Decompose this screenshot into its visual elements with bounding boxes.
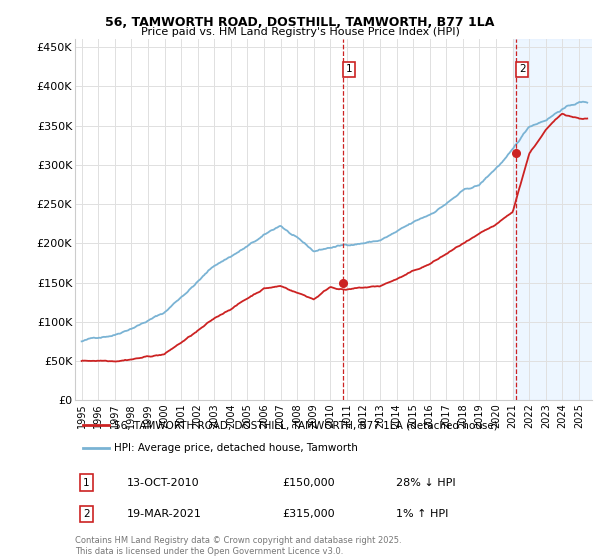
- Text: Price paid vs. HM Land Registry's House Price Index (HPI): Price paid vs. HM Land Registry's House …: [140, 27, 460, 37]
- Bar: [512, 39, 600, 400]
- Text: £150,000: £150,000: [282, 478, 335, 488]
- Text: 19-MAR-2021: 19-MAR-2021: [127, 509, 202, 519]
- Text: 1: 1: [346, 64, 352, 74]
- Text: 56, TAMWORTH ROAD, DOSTHILL, TAMWORTH, B77 1LA (detached house): 56, TAMWORTH ROAD, DOSTHILL, TAMWORTH, B…: [114, 420, 497, 430]
- Text: HPI: Average price, detached house, Tamworth: HPI: Average price, detached house, Tamw…: [114, 444, 358, 454]
- Text: 2: 2: [83, 509, 89, 519]
- Text: Contains HM Land Registry data © Crown copyright and database right 2025.
This d: Contains HM Land Registry data © Crown c…: [75, 536, 401, 556]
- Text: 1: 1: [83, 478, 89, 488]
- Text: 1% ↑ HPI: 1% ↑ HPI: [395, 509, 448, 519]
- Text: £315,000: £315,000: [282, 509, 335, 519]
- Text: 13-OCT-2010: 13-OCT-2010: [127, 478, 199, 488]
- Text: 56, TAMWORTH ROAD, DOSTHILL, TAMWORTH, B77 1LA: 56, TAMWORTH ROAD, DOSTHILL, TAMWORTH, B…: [106, 16, 494, 29]
- Text: 28% ↓ HPI: 28% ↓ HPI: [395, 478, 455, 488]
- Text: 2: 2: [519, 64, 526, 74]
